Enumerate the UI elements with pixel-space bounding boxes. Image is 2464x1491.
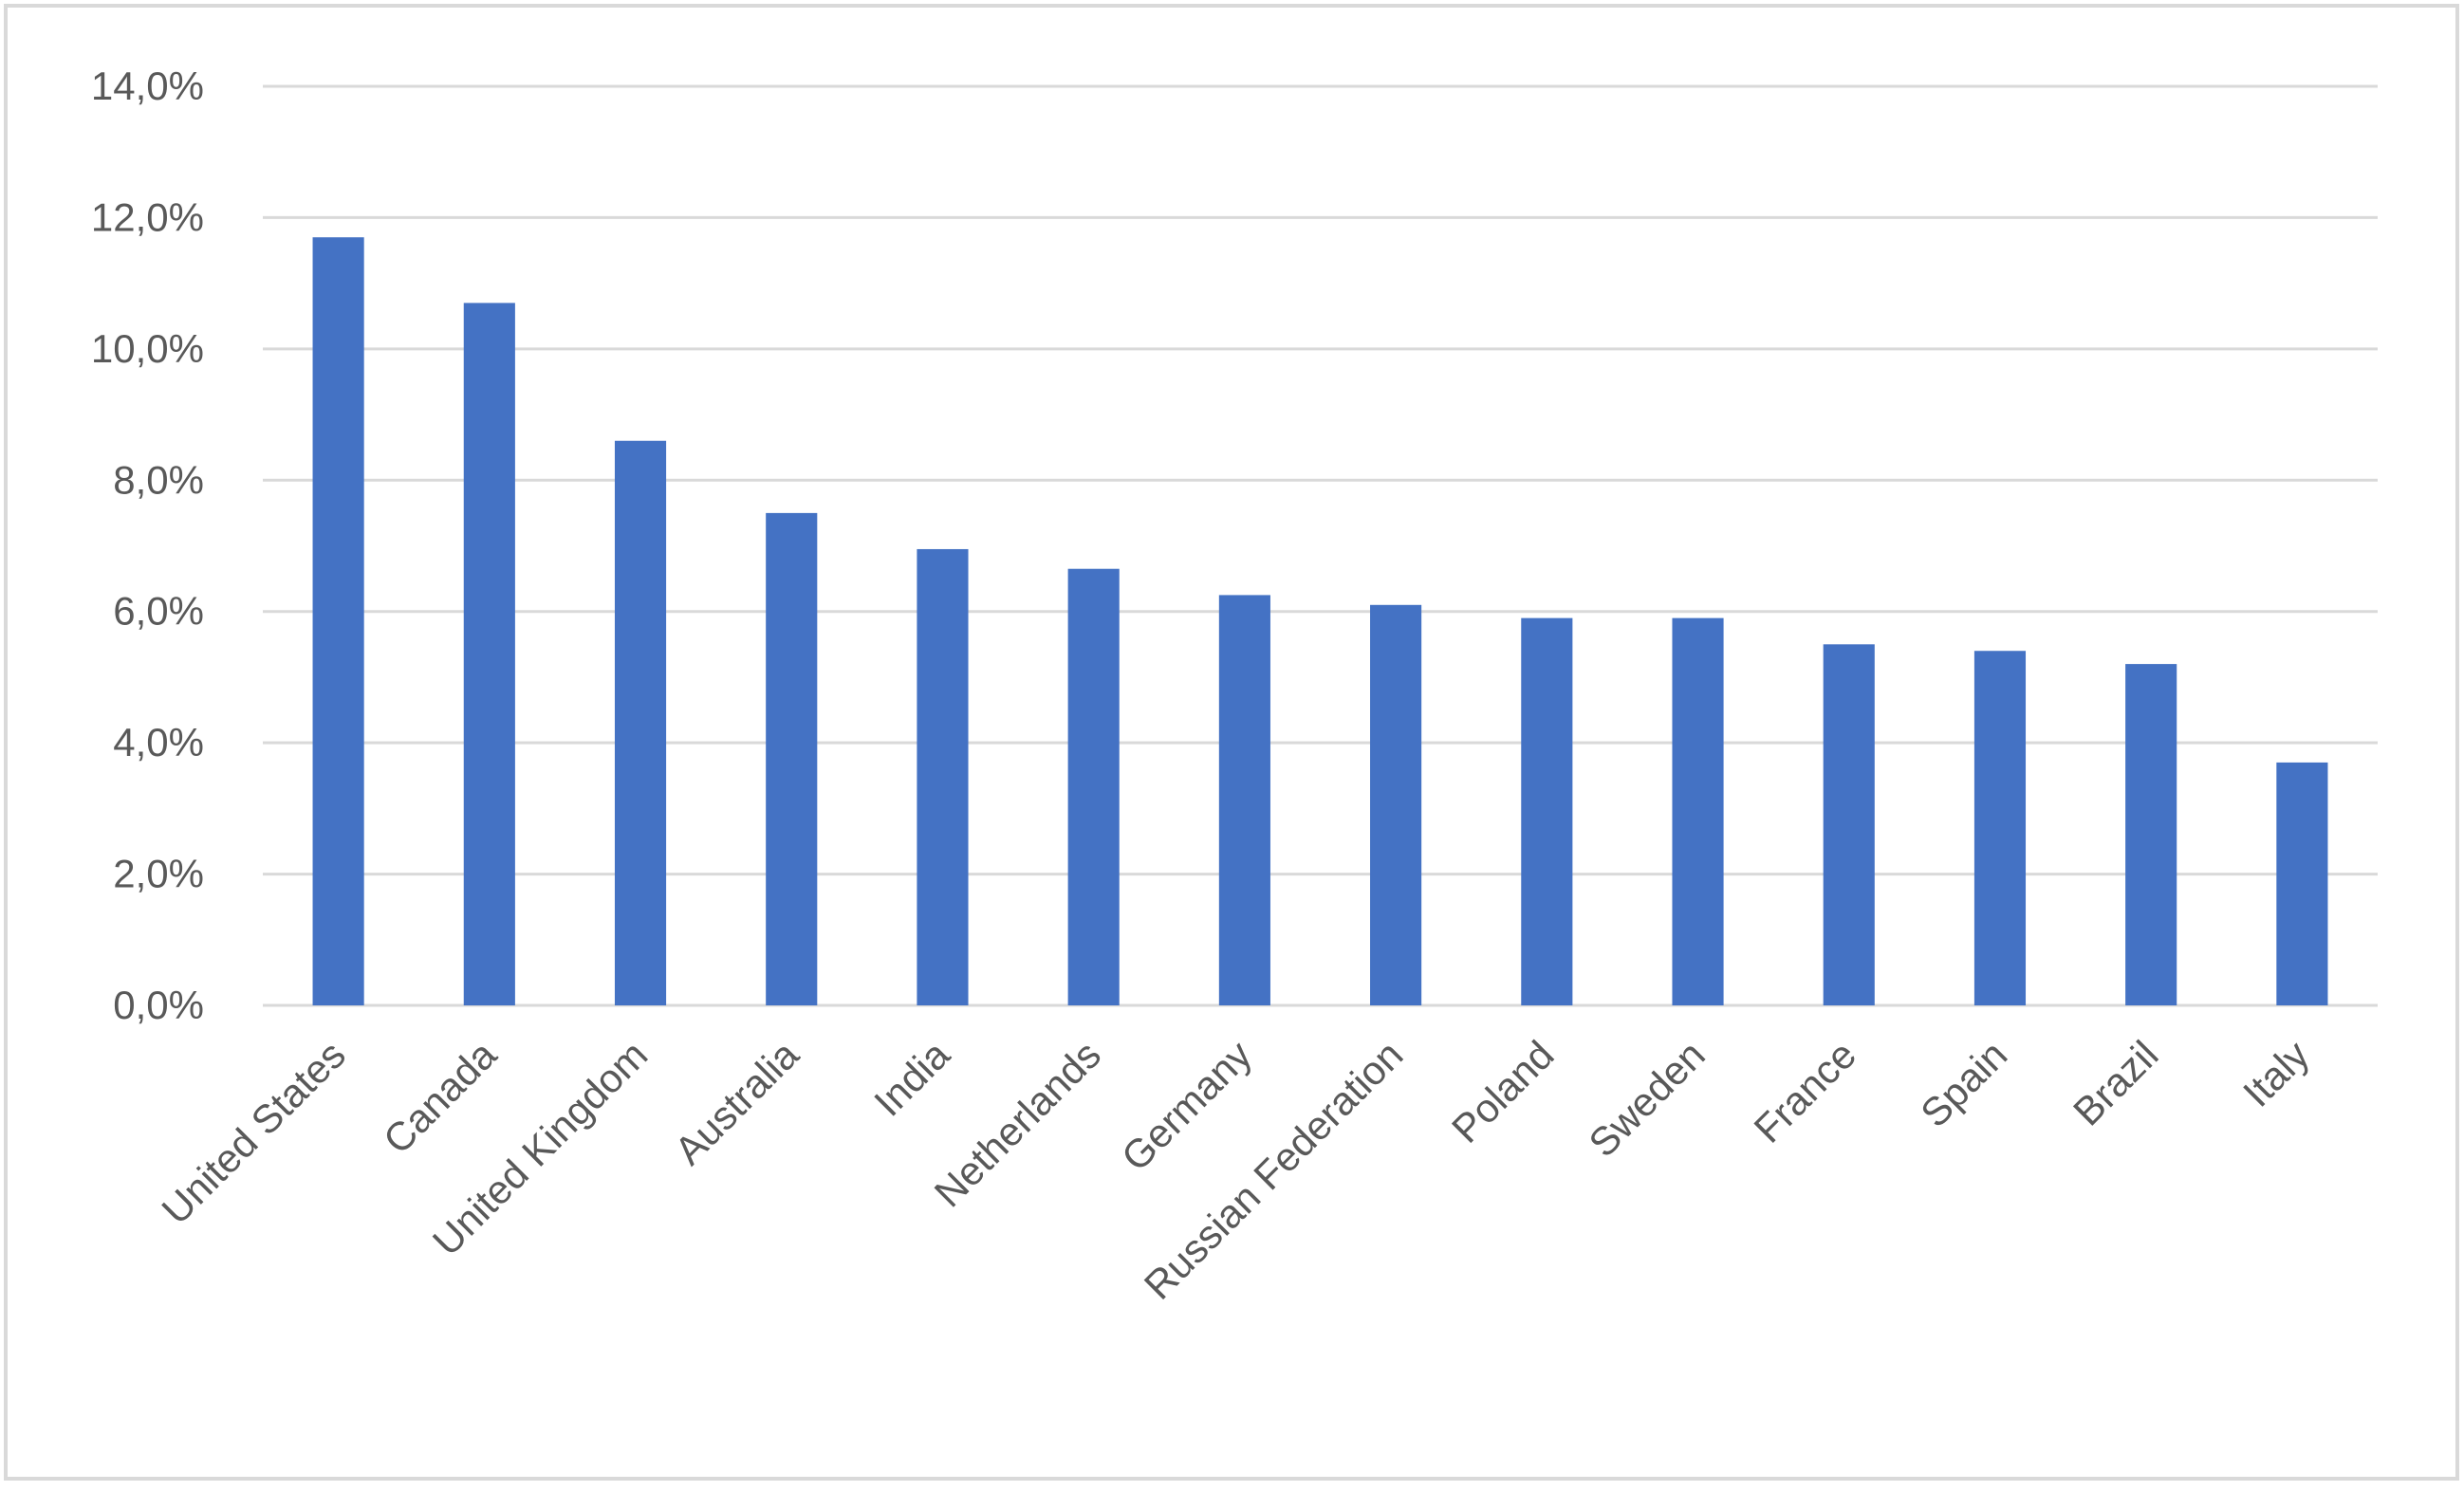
bar [463,303,515,1006]
bar [614,440,667,1005]
y-tick-label: 10,0% [91,326,204,371]
y-tick-label: 12,0% [91,194,204,239]
bar [312,237,364,1005]
bar [917,548,969,1005]
bar [766,512,818,1005]
y-tick-label: 4,0% [113,720,204,764]
y-tick-label: 0,0% [113,983,204,1027]
y-tick-label: 8,0% [113,457,204,502]
bar [1521,617,1573,1005]
y-tick-label: 2,0% [113,852,204,896]
bar [1823,644,1875,1005]
bar [1218,595,1270,1005]
y-tick-label: 6,0% [113,589,204,634]
bar [1370,604,1422,1005]
bar [1672,617,1724,1005]
bar [1067,568,1120,1005]
bar [2125,664,2177,1005]
bar [1973,651,2027,1005]
y-tick-label: 14,0% [91,64,204,108]
bar [2276,762,2328,1005]
